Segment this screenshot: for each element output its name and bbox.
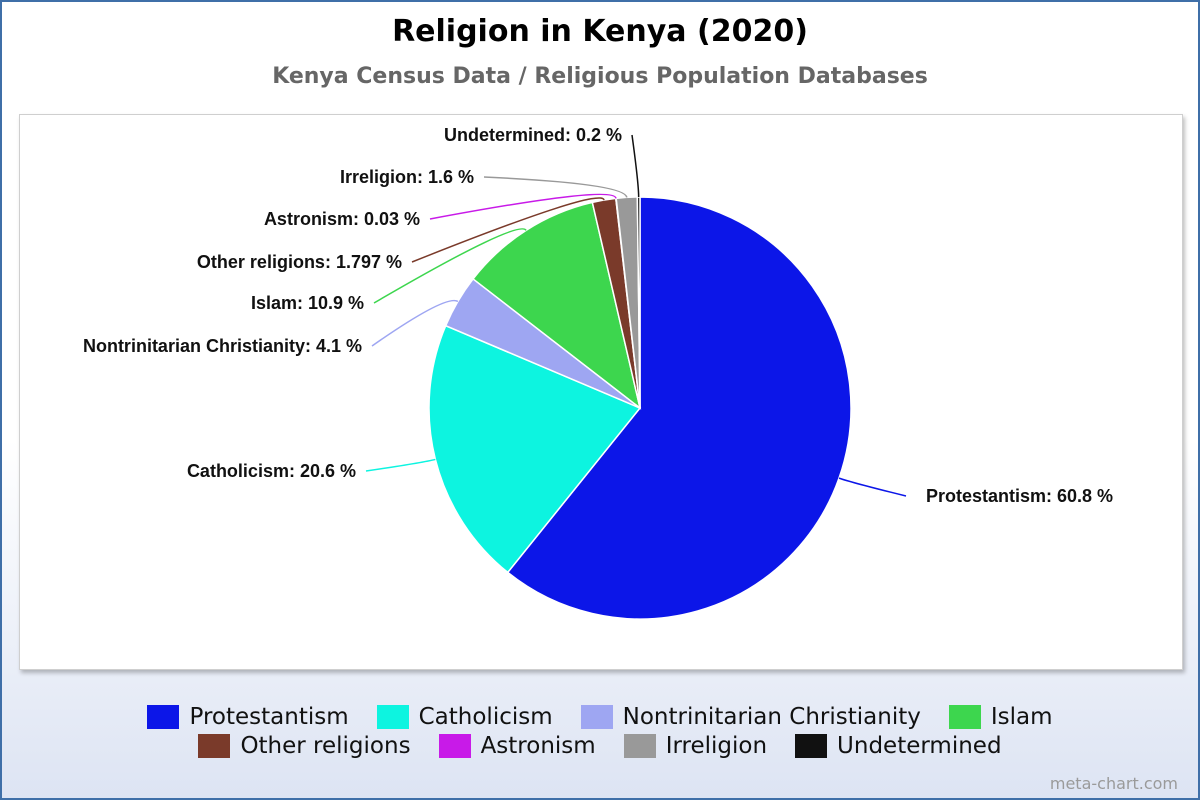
legend: Protestantism Catholicism Nontrinitarian C… xyxy=(0,702,1200,760)
slice-labels: Protestantism: 60.8 % Catholicism: 20.6 %… xyxy=(83,125,1113,506)
connector-catholicism xyxy=(365,458,436,472)
pie-slices xyxy=(428,196,852,620)
legend-swatch xyxy=(948,704,981,729)
connector-protestantism xyxy=(838,477,907,497)
legend-label: Protestantism xyxy=(189,703,349,730)
legend-swatch xyxy=(580,704,613,729)
legend-item-undetermined: Undetermined xyxy=(795,733,1002,759)
legend-swatch xyxy=(147,704,180,729)
data-label-astronism: Astronism: 0.03 % xyxy=(264,209,420,229)
legend-label: Astronism xyxy=(480,732,596,759)
legend-label: Other religions xyxy=(240,732,411,759)
legend-swatch xyxy=(438,733,471,758)
legend-swatch xyxy=(376,704,409,729)
connector-other-religions xyxy=(411,197,605,263)
data-label-islam: Islam: 10.9 % xyxy=(251,293,364,313)
legend-swatch xyxy=(795,733,828,758)
legend-label: Nontrinitarian Christianity xyxy=(622,703,921,730)
connector-astronism xyxy=(429,193,617,220)
connector-nontrinitarian-christianity xyxy=(371,299,459,347)
connector-undetermined xyxy=(631,134,640,198)
legend-item-nontrinitarian-christianity: Nontrinitarian Christianity xyxy=(580,703,921,730)
legend-item-irreligion: Irreligion xyxy=(623,732,768,759)
legend-label: Islam xyxy=(990,703,1053,730)
chart-subtitle: Kenya Census Data / Religious Population… xyxy=(272,64,928,89)
connector-irreligion xyxy=(483,176,628,198)
legend-row: Protestantism Catholicism Nontrinitarian C… xyxy=(0,702,1200,731)
pie-slice-undetermined xyxy=(636,196,641,409)
label-connectors xyxy=(365,134,907,497)
footer-credit: meta-chart.com xyxy=(1049,774,1178,793)
legend-item-catholicism: Catholicism xyxy=(376,703,553,730)
legend-item-other-religions: Other religions xyxy=(198,732,411,759)
legend-item-islam: Islam xyxy=(948,703,1053,730)
pie-slice-protestantism xyxy=(506,196,852,620)
data-label-nontrinitarian-christianity: Nontrinitarian Christianity: 4.1 % xyxy=(83,336,362,356)
legend-item-protestantism: Protestantism xyxy=(147,703,349,730)
data-label-undetermined: Undetermined: 0.2 % xyxy=(444,125,622,145)
legend-label: Irreligion xyxy=(665,732,768,759)
data-label-irreligion: Irreligion: 1.6 % xyxy=(340,167,474,187)
data-label-catholicism: Catholicism: 20.6 % xyxy=(187,461,356,481)
legend-label: Undetermined xyxy=(837,732,1002,759)
data-label-other-religions: Other religions: 1.797 % xyxy=(197,252,402,272)
legend-item-astronism: Astronism xyxy=(438,732,596,759)
pie-slice-catholicism xyxy=(428,324,642,574)
data-label-protestantism: Protestantism: 60.8 % xyxy=(926,486,1113,506)
legend-label: Catholicism xyxy=(418,703,553,730)
legend-row: Other religions Astronism Irreligion Undete… xyxy=(0,731,1200,760)
connector-islam xyxy=(373,228,527,304)
chart-title: Religion in Kenya (2020) xyxy=(392,14,808,49)
legend-swatch xyxy=(623,733,656,758)
legend-swatch xyxy=(198,733,231,758)
